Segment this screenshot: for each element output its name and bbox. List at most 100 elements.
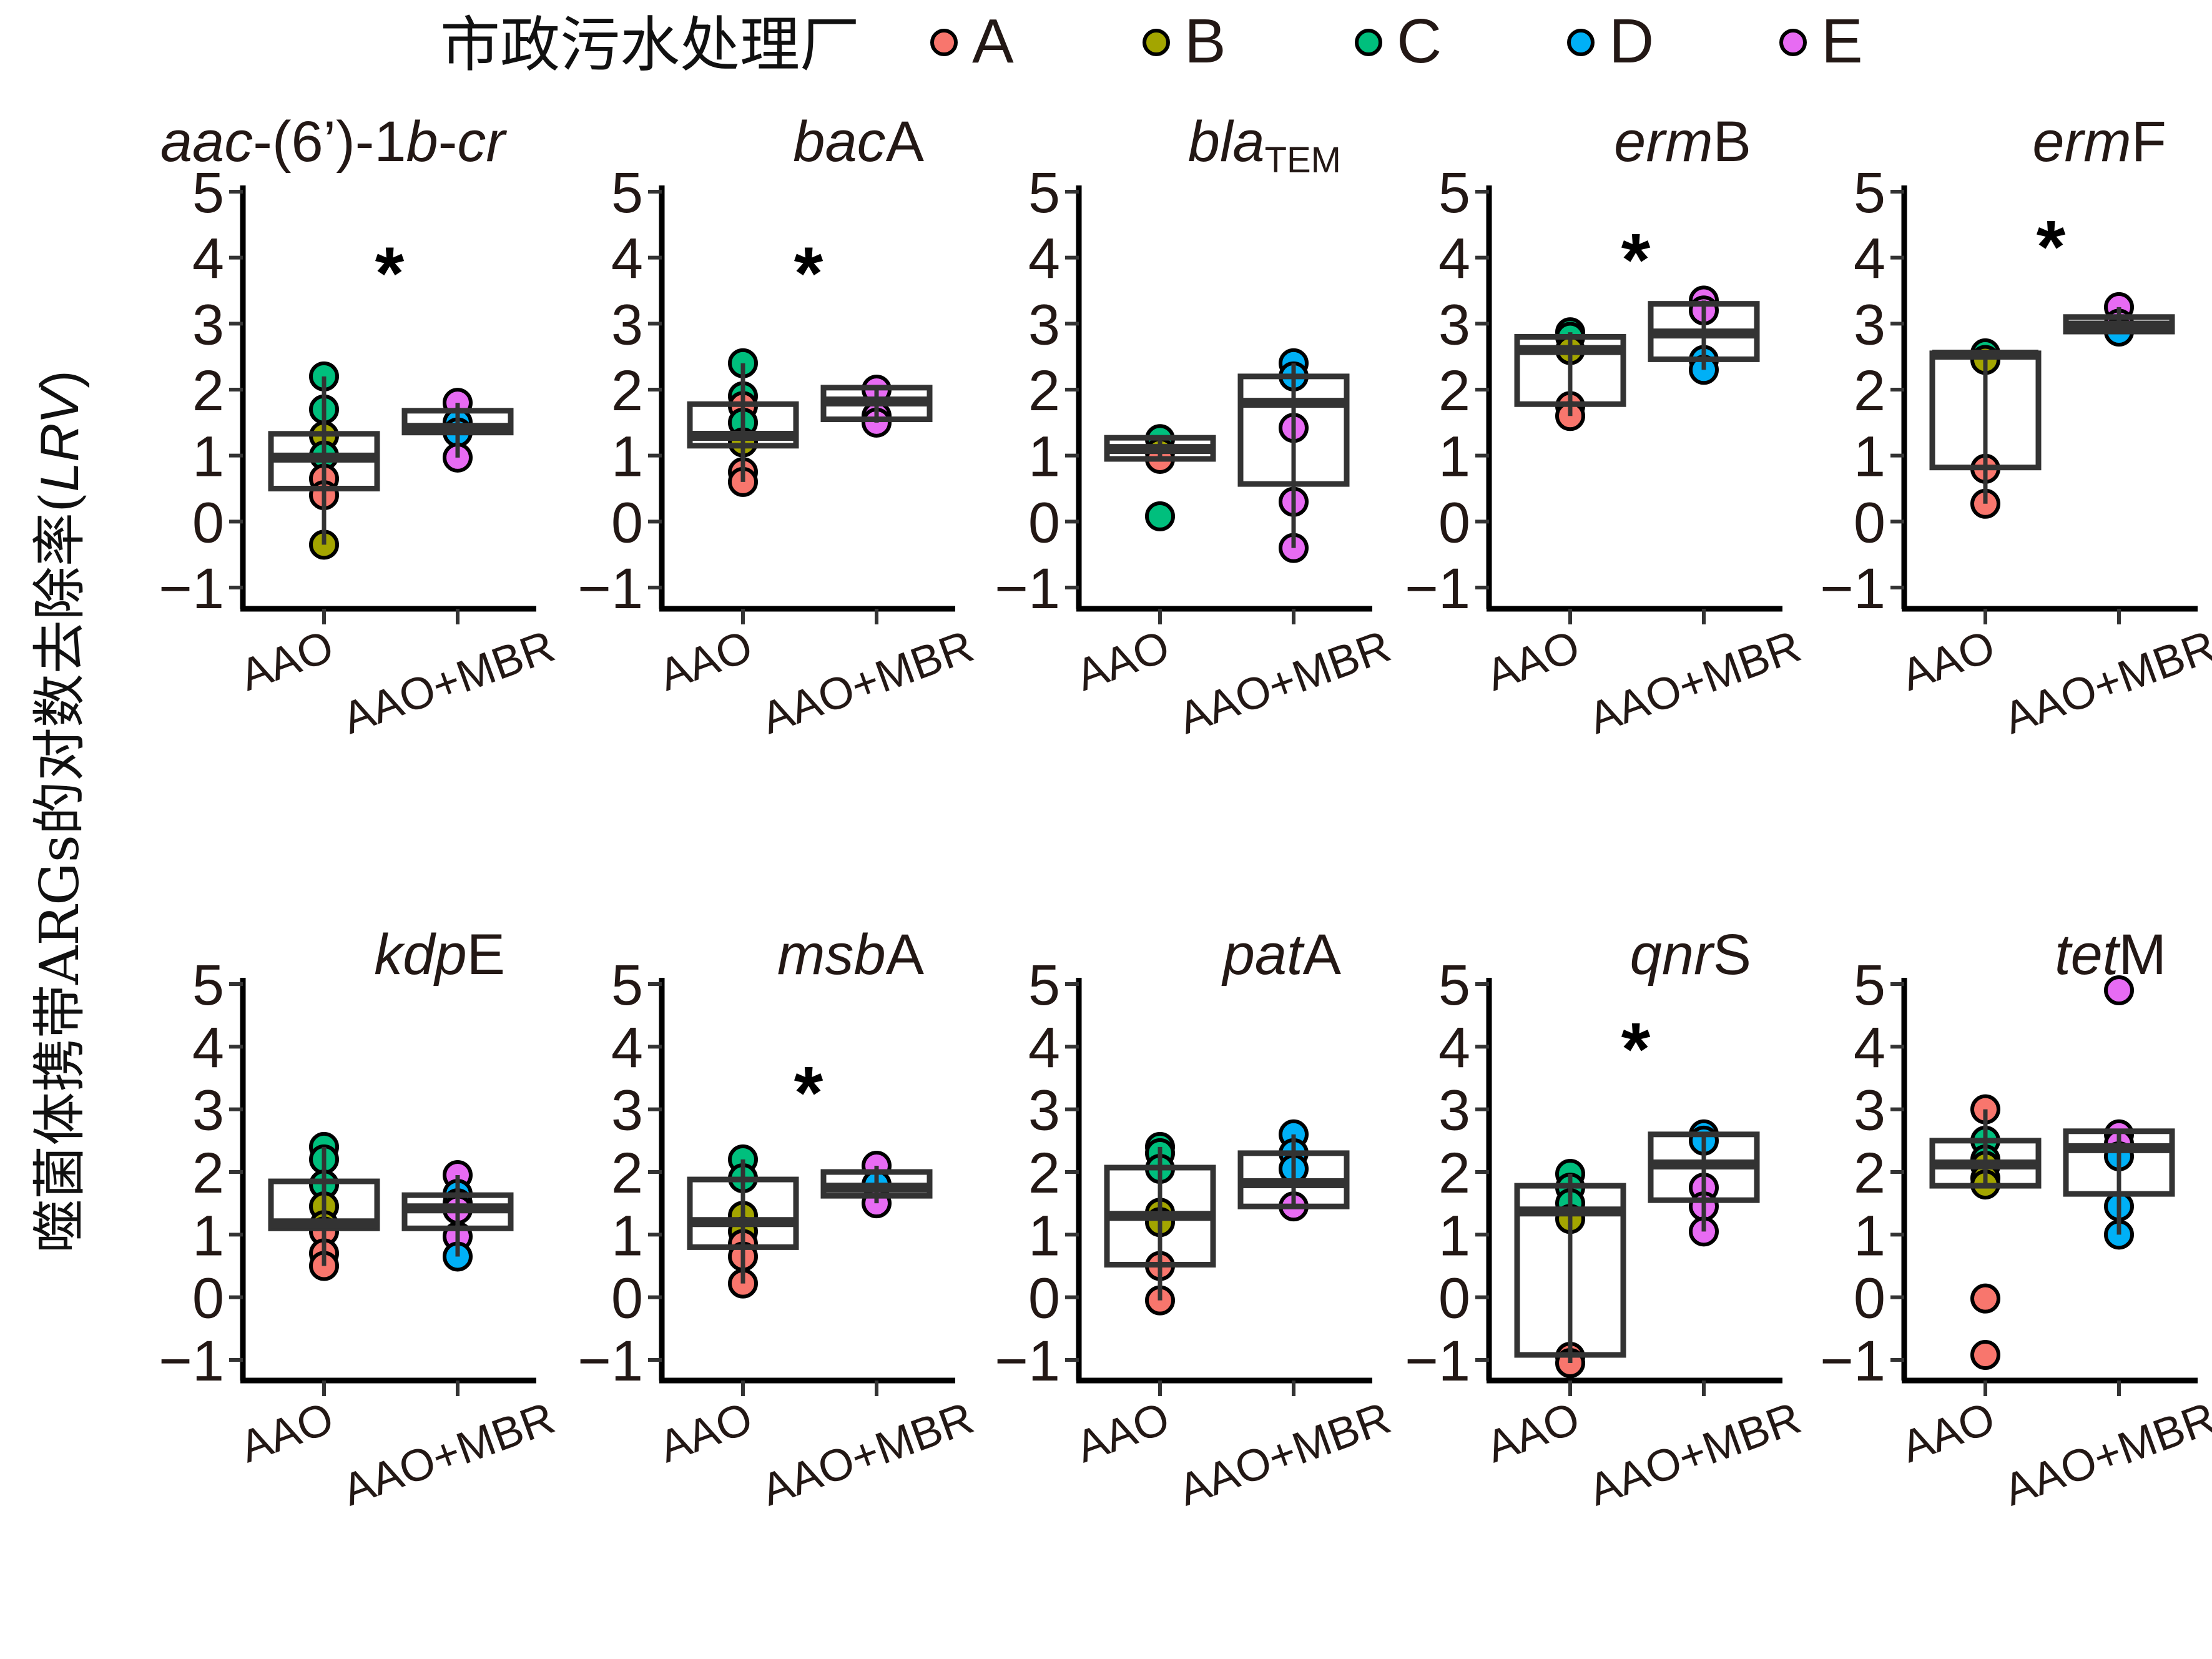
panel-title-part: qnr [1630, 923, 1715, 987]
panel-title: qnrS [1630, 923, 1751, 987]
box-group-AAO [1514, 1159, 1626, 1379]
y-tick-label: −1 [1820, 557, 1885, 621]
y-tick-label: 2 [1028, 1141, 1060, 1205]
y-tick-label: 0 [192, 1267, 224, 1331]
y-tick-label: 3 [1028, 293, 1060, 357]
box [1237, 373, 1350, 487]
panel-title-part: S [1713, 923, 1751, 987]
y-tick-label: 3 [611, 1079, 643, 1143]
y-tick-label: 3 [1438, 1079, 1470, 1143]
panel-title: ermB [1614, 110, 1751, 174]
legend-label-D: D [1609, 6, 1654, 76]
box-group-AAO [1514, 317, 1626, 431]
box [268, 1178, 380, 1231]
panel-title: patA [1221, 923, 1342, 987]
panel-title-part: msb [777, 923, 886, 987]
y-tick-label: −1 [578, 557, 643, 621]
panel-title: ermF [2032, 110, 2166, 174]
x-tick-label: AAO+MBR [1997, 621, 2212, 744]
y-tick-label: 3 [192, 293, 224, 357]
panel-title-part: -(6’)-1 [253, 110, 406, 174]
x-tick-label: AAO+MBR [336, 1393, 561, 1515]
x-tick-label: AAO [1069, 1393, 1176, 1472]
y-tick-label: 2 [611, 359, 643, 423]
significance-marker: * [794, 232, 823, 315]
y-tick-label: 4 [1438, 1016, 1470, 1080]
y-tick-label: 4 [192, 227, 224, 291]
y-tick-label: 2 [1438, 359, 1470, 423]
legend-swatch-A [930, 29, 958, 56]
y-tick-label: 2 [611, 1141, 643, 1205]
legend-item-D: D [1567, 6, 1654, 76]
y-tick-label: 1 [1854, 1204, 1885, 1268]
x-tick-label: AAO+MBR [336, 621, 561, 744]
y-tick-label: 3 [611, 293, 643, 357]
panel-title: aac-(6’)-1b-cr [160, 110, 507, 174]
box-group-AAO+MBR [2063, 292, 2175, 347]
y-tick-label: 4 [1854, 1016, 1885, 1080]
box-group-AAO [687, 1144, 799, 1299]
box-group-AAO+MBR [1237, 1119, 1350, 1222]
x-tick-label: AAO+MBR [755, 1393, 980, 1515]
x-tick-label: AAO [652, 1393, 759, 1472]
y-tick-label: 2 [1438, 1141, 1470, 1205]
legend-swatch-C [1355, 29, 1382, 56]
y-tick-label: 0 [192, 491, 224, 554]
y-tick-label: 5 [1438, 161, 1470, 225]
y-tick-label: 4 [1028, 227, 1060, 291]
panel-title: blaTEM [1188, 110, 1341, 180]
y-title-suffix: ) [30, 370, 90, 388]
legend-swatch-E [1779, 29, 1807, 56]
y-tick-label: 5 [1854, 953, 1885, 1017]
data-point-E [2104, 975, 2134, 1006]
x-tick-label: AAO+MBR [1172, 621, 1397, 744]
panel-title-part: A [1303, 923, 1342, 987]
x-tick-label: AAO+MBR [1997, 1393, 2212, 1515]
x-tick-label: AAO [233, 1393, 340, 1472]
y-tick-label: 1 [192, 1204, 224, 1268]
y-tick-label: 2 [1028, 359, 1060, 423]
y-tick-label: 2 [1854, 1141, 1885, 1205]
y-tick-label: −1 [1405, 1329, 1470, 1393]
x-tick-label: AAO [1895, 1393, 2001, 1472]
box-group-AAO [1104, 424, 1216, 531]
significance-marker: * [2037, 205, 2066, 289]
y-tick-label: 3 [192, 1079, 224, 1143]
legend-label-B: B [1184, 6, 1226, 76]
y-tick-label: 2 [192, 359, 224, 423]
panel-title: tetM [2055, 923, 2166, 987]
y-tick-label: 3 [1438, 293, 1470, 357]
box [1514, 1183, 1626, 1358]
box [687, 1176, 799, 1250]
x-tick-label: AAO+MBR [1582, 621, 1807, 744]
x-tick-label: AAO [652, 621, 759, 701]
y-tick-label: 0 [1854, 1267, 1885, 1331]
panels: aac-(6’)-1b-cr543210−1AAOAAO+MBR*bacA543… [159, 110, 2212, 1515]
panel-title: msbA [777, 923, 925, 987]
x-tick-label: AAO [1069, 621, 1176, 701]
y-title-italic: LRV [30, 383, 90, 491]
y-axis-title-text: 噬菌体携带ARGs的对数去除率(LRV) [29, 370, 91, 1253]
legend-item-C: C [1355, 6, 1442, 76]
box [1514, 333, 1626, 407]
box-group-AAO [1104, 1131, 1216, 1316]
data-point-A [1970, 1283, 2000, 1314]
y-tick-label: 5 [611, 161, 643, 225]
panel-title-part: A [886, 110, 925, 174]
y-tick-label: 1 [1438, 1204, 1470, 1268]
legend-label-C: C [1397, 6, 1442, 76]
box-group-AAO [268, 361, 380, 560]
panel-title-part: bac [793, 110, 885, 174]
y-tick-label: 0 [611, 1267, 643, 1331]
panel-title-part: cr [457, 110, 507, 174]
panel-title-part: M [2118, 923, 2166, 987]
y-tick-label: 0 [1028, 1267, 1060, 1331]
box-group-AAO [1929, 338, 2042, 519]
